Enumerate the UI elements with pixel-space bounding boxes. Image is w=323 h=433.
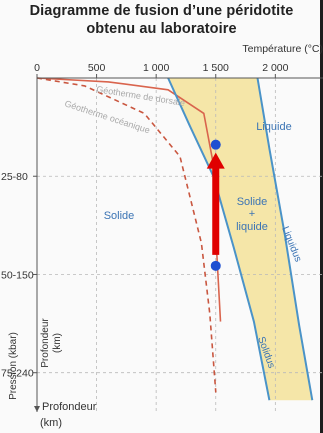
bottom-depth-unit: (km) bbox=[40, 417, 62, 429]
y-axis-depth-unit: (km) bbox=[52, 333, 63, 353]
x-tick-label: 1 000 bbox=[143, 62, 169, 74]
bottom-depth-label: Profondeur bbox=[42, 401, 97, 413]
x-axis-title: Température (°C) bbox=[242, 43, 323, 55]
y-axis-arrow-head bbox=[34, 406, 40, 412]
y-tick-label: 50-150 bbox=[1, 269, 34, 281]
region-label-liquid: Liquide bbox=[256, 121, 291, 133]
region-label-mixed-plus: + bbox=[249, 208, 255, 220]
y-axis-pressure-title: Pression (kbar) bbox=[8, 332, 19, 400]
data-point-top bbox=[211, 140, 221, 150]
y-tick-label: 25-80 bbox=[1, 171, 28, 183]
y-axis-depth-title: Profondeur bbox=[40, 318, 51, 368]
region-label-mixed-solid: Solide bbox=[237, 196, 268, 208]
x-tick-label: 2 000 bbox=[262, 62, 288, 74]
x-tick-label: 0 bbox=[34, 62, 40, 74]
x-tick-label: 500 bbox=[88, 62, 106, 74]
region-label-mixed-liquid: liquide bbox=[236, 221, 268, 233]
x-tick-label: 1 500 bbox=[203, 62, 229, 74]
region-label-solid: Solide bbox=[104, 210, 135, 222]
oceanic-geotherm-label: Géotherme océanique bbox=[63, 98, 151, 135]
data-point-bottom bbox=[211, 261, 221, 271]
